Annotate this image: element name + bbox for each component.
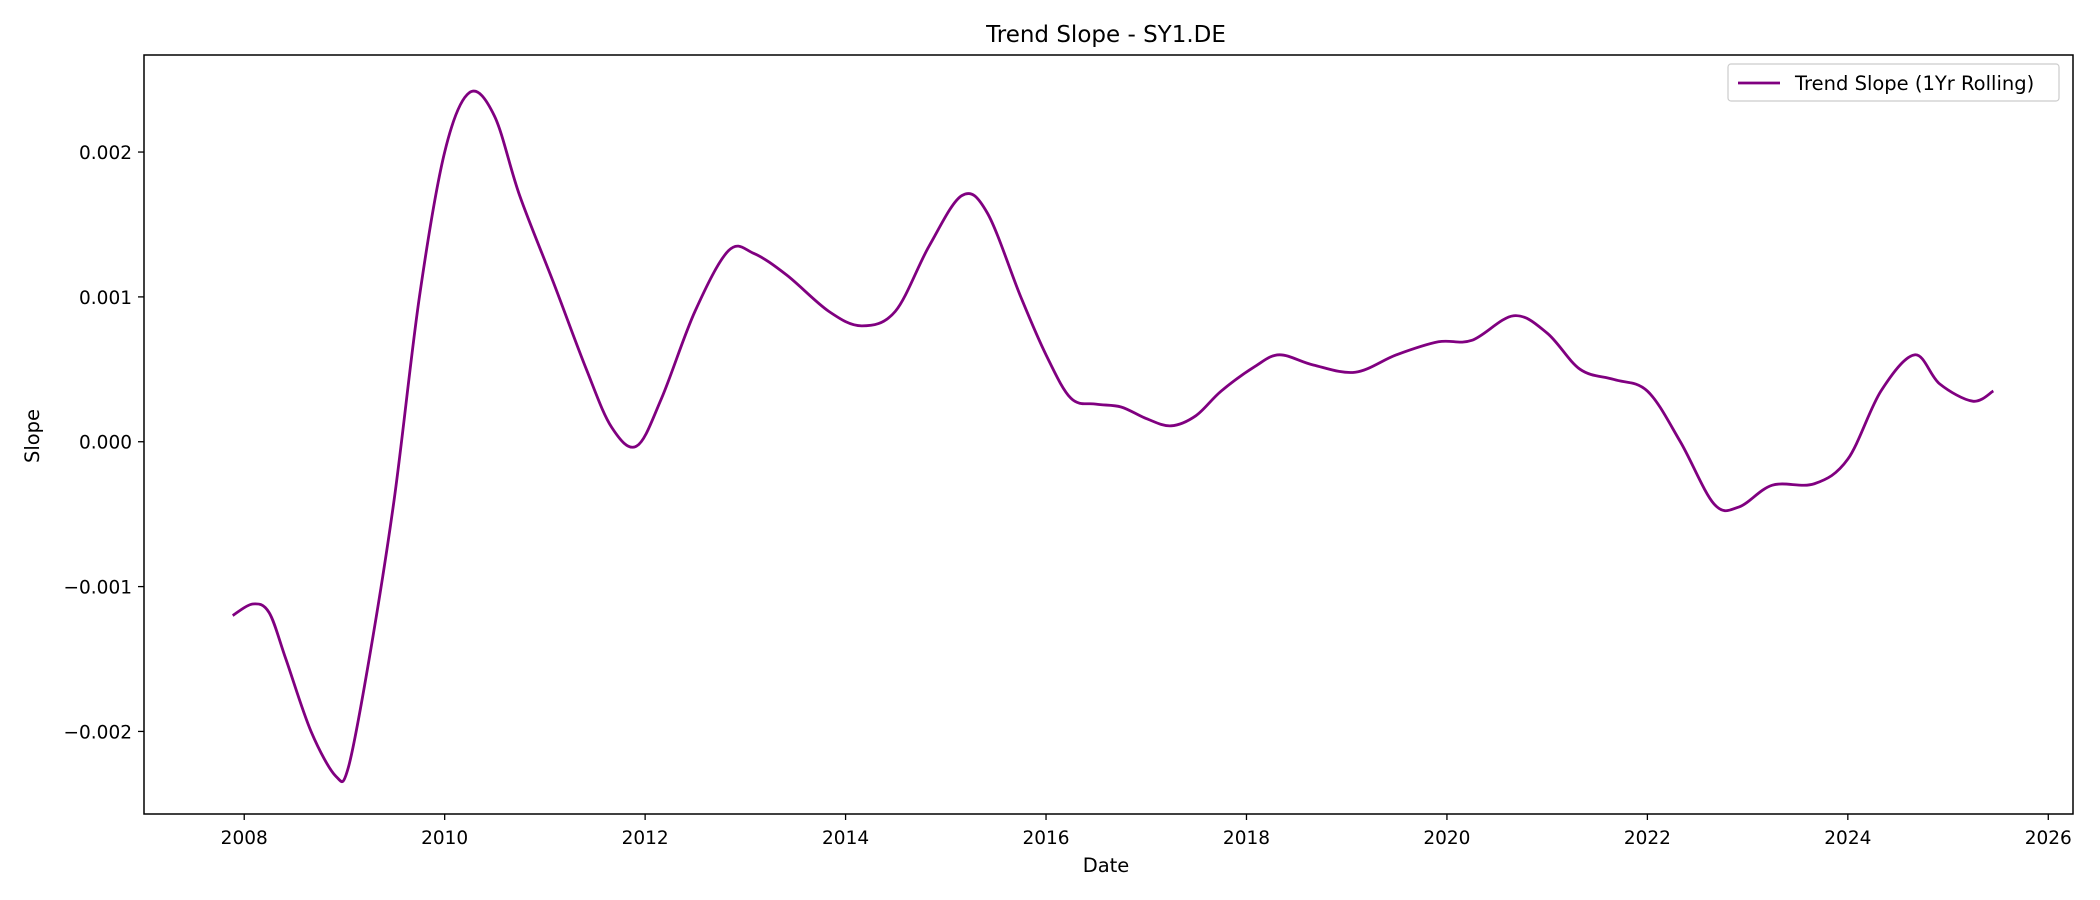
y-tick-label-2: 0.000 (79, 433, 132, 454)
chart-title: Trend Slope - SY1.DE (985, 22, 1226, 48)
y-tick-label-4: 0.002 (79, 143, 132, 164)
x-tick-label-8: 2024 (1824, 828, 1871, 849)
x-tick-label-0: 2008 (221, 828, 268, 849)
x-tick-label-5: 2018 (1223, 828, 1270, 849)
legend: Trend Slope (1Yr Rolling) (1727, 63, 2060, 102)
y-axis-title: Slope (21, 409, 44, 463)
y-tick-label-0: −0.002 (64, 722, 132, 743)
x-axis-title: Date (1083, 854, 1130, 877)
x-tick-label-2: 2012 (622, 828, 669, 849)
legend-label: Trend Slope (1Yr Rolling) (1794, 72, 2034, 95)
x-tick-label-7: 2022 (1624, 828, 1671, 849)
plot-area: 2008 2010 2012 2014 2016 2018 2020 2022 2024 2026… (64, 54, 2074, 849)
x-tick-label-9: 2026 (2025, 828, 2072, 849)
plot-frame (143, 54, 2074, 815)
series-line-0 (231, 89, 1995, 783)
x-tick-label-1: 2010 (421, 828, 468, 849)
y-tick-label-3: 0.001 (79, 288, 132, 309)
y-tick-label-1: −0.001 (64, 578, 132, 599)
legend-frame (1727, 63, 2060, 102)
x-tick-label-6: 2020 (1423, 828, 1470, 849)
x-tick-label-3: 2014 (822, 828, 869, 849)
x-tick-label-4: 2016 (1022, 828, 1069, 849)
